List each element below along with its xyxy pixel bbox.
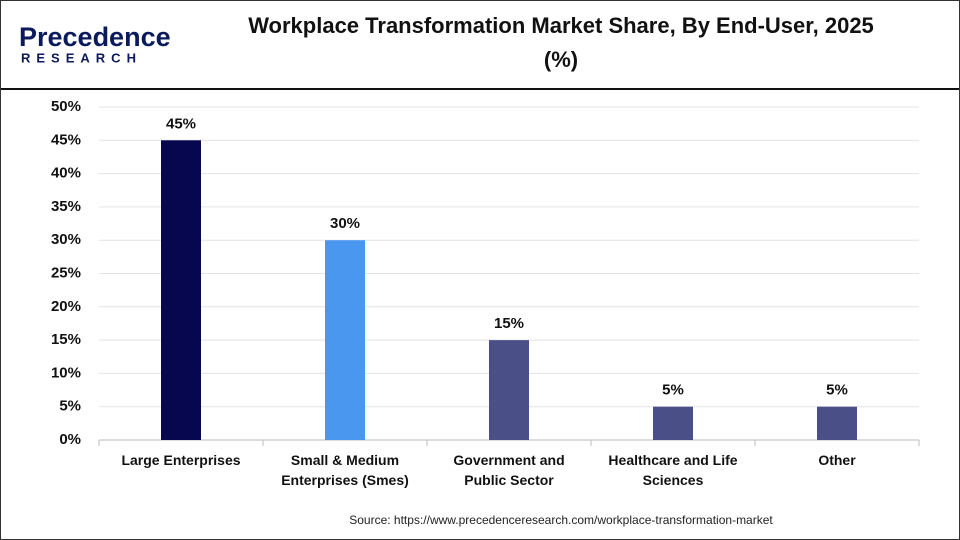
- bar: [653, 406, 693, 440]
- y-tick-label: 5%: [59, 398, 81, 415]
- bar: [161, 140, 201, 441]
- y-tick-label: 40%: [51, 165, 81, 182]
- value-label: 5%: [826, 382, 848, 399]
- value-label: 45%: [166, 115, 196, 132]
- bar: [817, 406, 857, 440]
- y-tick-label: 20%: [51, 298, 81, 315]
- y-tick-label: 45%: [51, 131, 81, 148]
- x-tick-label: Healthcare and Life Sciences: [608, 452, 738, 488]
- value-label: 30%: [330, 215, 360, 232]
- y-tick-label: 15%: [51, 331, 81, 348]
- logo-tagline: RESEARCH: [21, 50, 142, 65]
- x-tick-label: Other: [818, 452, 856, 468]
- bar: [325, 240, 365, 440]
- y-tick-label: 0%: [59, 431, 81, 448]
- y-tick-label: 30%: [51, 231, 81, 248]
- value-label: 5%: [662, 382, 684, 399]
- value-label: 15%: [494, 315, 524, 332]
- chart-title: Workplace Transformation Market Share, B…: [248, 13, 874, 72]
- x-tick-label: Small & Medium Enterprises (Smes): [281, 452, 409, 488]
- y-tick-label: 10%: [51, 364, 81, 381]
- bar: [489, 340, 529, 440]
- x-tick-label: Government and Public Sector: [453, 452, 565, 488]
- logo-name: Precedence: [19, 22, 171, 52]
- y-tick-label: 50%: [51, 98, 81, 115]
- source: Source: https://www.precedenceresearch.c…: [349, 513, 773, 527]
- y-tick-label: 25%: [51, 264, 81, 281]
- x-tick-label: Large Enterprises: [121, 452, 241, 468]
- y-tick-label: 35%: [51, 198, 81, 215]
